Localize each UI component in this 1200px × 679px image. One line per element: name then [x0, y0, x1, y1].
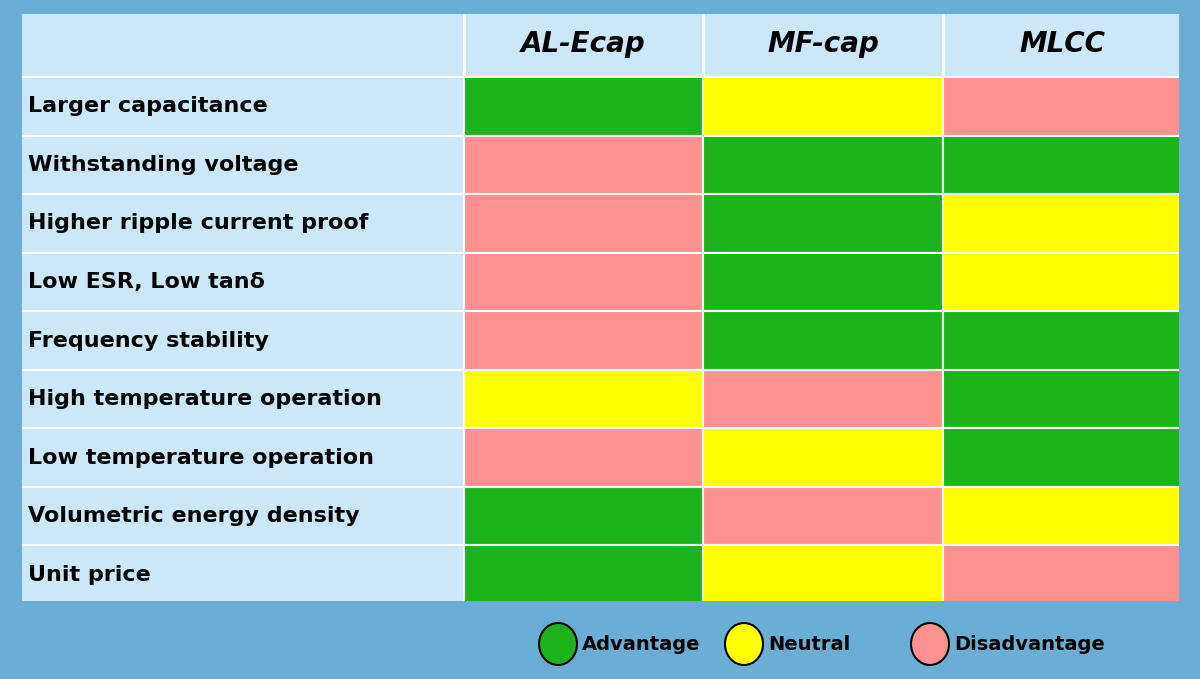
Text: Volumetric energy density: Volumetric energy density [28, 506, 360, 526]
Bar [464, 77, 703, 136]
Text: Neutral: Neutral [768, 634, 851, 653]
Text: Larger capacitance: Larger capacitance [28, 96, 268, 116]
Bar [943, 487, 1182, 545]
Bar [464, 545, 703, 604]
Bar [703, 428, 943, 487]
Bar [18, 10, 1182, 604]
Bar [703, 253, 943, 311]
Text: AL-Ecap: AL-Ecap [521, 30, 646, 58]
Ellipse shape [539, 623, 577, 665]
Bar [703, 77, 943, 136]
Bar [943, 136, 1182, 194]
Ellipse shape [911, 623, 949, 665]
Bar [18, 428, 464, 487]
Bar [18, 487, 464, 545]
Bar [703, 487, 943, 545]
Text: Low ESR, Low tanδ: Low ESR, Low tanδ [28, 272, 265, 292]
Bar [703, 311, 943, 370]
Ellipse shape [725, 623, 763, 665]
Text: Withstanding voltage: Withstanding voltage [28, 155, 299, 175]
Bar [464, 10, 703, 77]
Bar [943, 370, 1182, 428]
Text: Disadvantage: Disadvantage [954, 634, 1105, 653]
Bar [16, 8, 1184, 606]
Bar [18, 545, 464, 604]
Bar [464, 311, 703, 370]
Bar [464, 370, 703, 428]
Bar [943, 194, 1182, 253]
Text: Low temperature operation: Low temperature operation [28, 447, 374, 468]
Bar [18, 253, 464, 311]
Bar [943, 428, 1182, 487]
Bar [943, 545, 1182, 604]
Bar [703, 136, 943, 194]
Text: Higher ripple current proof: Higher ripple current proof [28, 213, 368, 234]
Bar [703, 194, 943, 253]
Bar [943, 10, 1182, 77]
Bar [464, 487, 703, 545]
Bar [18, 10, 464, 77]
Bar [18, 194, 464, 253]
Bar [18, 311, 464, 370]
Bar [18, 136, 464, 194]
Bar [464, 194, 703, 253]
Bar [703, 10, 943, 77]
Text: Advantage: Advantage [582, 634, 701, 653]
Bar [464, 428, 703, 487]
Bar [943, 77, 1182, 136]
Text: Frequency stability: Frequency stability [28, 331, 269, 350]
Text: High temperature operation: High temperature operation [28, 389, 382, 409]
Bar [703, 545, 943, 604]
Bar [943, 311, 1182, 370]
Bar [464, 136, 703, 194]
Text: Unit price: Unit price [28, 565, 151, 585]
Bar [943, 253, 1182, 311]
Bar [18, 370, 464, 428]
Bar [464, 253, 703, 311]
Bar [703, 370, 943, 428]
Text: MF-cap: MF-cap [767, 30, 878, 58]
Bar [18, 77, 464, 136]
Text: MLCC: MLCC [1019, 30, 1105, 58]
